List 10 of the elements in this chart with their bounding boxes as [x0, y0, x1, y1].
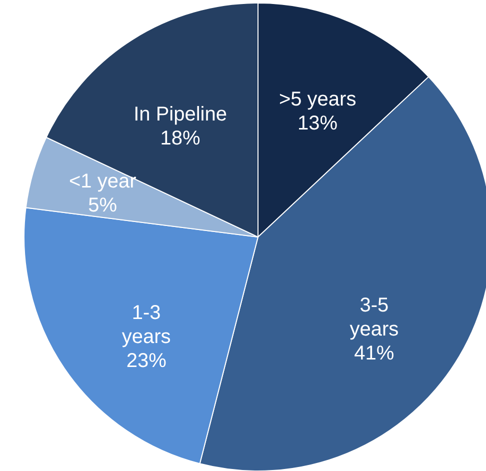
slice-label: 3-5 years [350, 294, 399, 341]
data-label: 23% [126, 350, 167, 372]
data-label: 5% [88, 194, 118, 217]
slice-label: >5 years [278, 88, 356, 110]
slice-label: <1 year [68, 170, 137, 193]
data-label: 13% [298, 112, 338, 134]
data-label: 41% [354, 342, 394, 365]
data-label: 18% [160, 128, 201, 150]
slice-label: In Pipeline [134, 104, 228, 126]
slice-label: 1-3 years [122, 302, 171, 348]
